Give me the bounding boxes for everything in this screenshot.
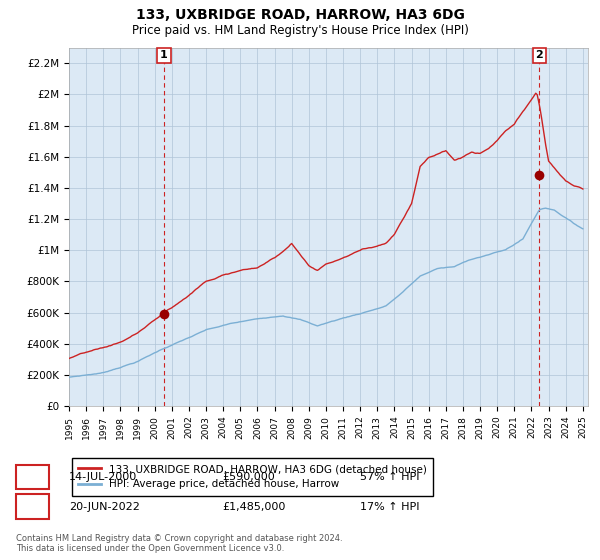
Text: £1,485,000: £1,485,000	[222, 502, 286, 512]
Legend: 133, UXBRIDGE ROAD, HARROW, HA3 6DG (detached house), HPI: Average price, detach: 133, UXBRIDGE ROAD, HARROW, HA3 6DG (det…	[71, 458, 433, 496]
Text: 1: 1	[28, 470, 37, 484]
Text: 133, UXBRIDGE ROAD, HARROW, HA3 6DG: 133, UXBRIDGE ROAD, HARROW, HA3 6DG	[136, 8, 464, 22]
Text: 14-JUL-2000: 14-JUL-2000	[69, 472, 137, 482]
Text: 20-JUN-2022: 20-JUN-2022	[69, 502, 140, 512]
Text: £590,000: £590,000	[222, 472, 275, 482]
Text: Price paid vs. HM Land Registry's House Price Index (HPI): Price paid vs. HM Land Registry's House …	[131, 24, 469, 36]
Text: Contains HM Land Registry data © Crown copyright and database right 2024.
This d: Contains HM Land Registry data © Crown c…	[16, 534, 343, 553]
Text: 1: 1	[160, 50, 168, 60]
Text: 17% ↑ HPI: 17% ↑ HPI	[360, 502, 419, 512]
Text: 2: 2	[28, 500, 37, 514]
Text: 57% ↑ HPI: 57% ↑ HPI	[360, 472, 419, 482]
Text: 2: 2	[535, 50, 543, 60]
